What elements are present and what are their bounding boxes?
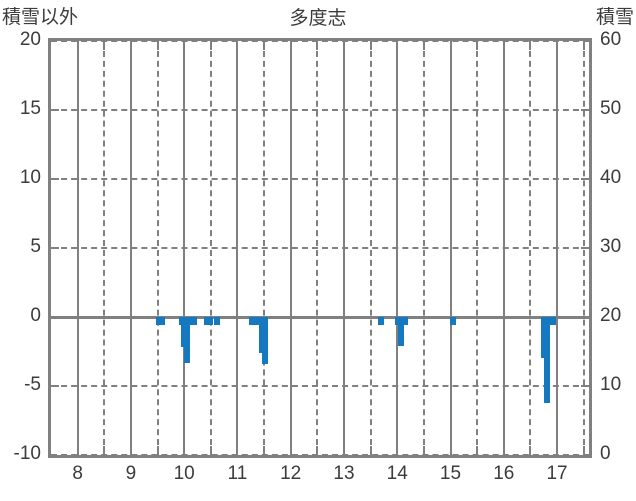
y-axis-tick-mark [581,385,589,387]
y-axis-tick-mark [581,109,589,111]
x-axis-tick-mark [209,41,212,50]
x-axis-tick-label: 10 [173,463,195,484]
x-axis-tick-mark [422,446,425,455]
data-bar [203,317,210,326]
x-axis-tick-mark [476,446,479,455]
y-axis-tick-mark [51,385,59,387]
data-bar [190,317,197,326]
x-axis-tick-mark [156,446,159,455]
x-axis-tick-mark [263,446,266,455]
data-bar [255,317,262,326]
plot-area [48,38,592,458]
data-bar [540,317,547,359]
right-axis-tick-label: 50 [600,98,622,119]
data-bar [249,317,256,326]
right-axis-tick-label: 10 [600,374,622,395]
x-axis-tick-mark [103,41,106,50]
data-bar [158,317,165,326]
x-axis-tick-label: 8 [72,463,83,484]
y-axis-tick-mark [581,316,589,318]
data-bar [378,317,385,326]
x-axis-tick-mark [422,41,425,50]
data-bar [398,317,405,346]
left-axis-tick-label: 5 [30,236,41,257]
x-axis-tick-mark [369,446,372,455]
left-axis-tick-label: 0 [30,305,41,326]
x-axis-tick-label: 16 [493,463,515,484]
data-bar [395,317,402,326]
data-bar [214,317,221,326]
x-axis-tick-mark [263,41,266,50]
data-bar [401,317,408,326]
x-axis-tick-mark [582,41,585,50]
x-axis-tick-mark [529,446,532,455]
right-axis-tick-label: 20 [600,305,622,326]
x-axis-tick-label: 15 [439,463,462,484]
x-axis-tick-mark [316,41,319,50]
y-axis-tick-mark [581,247,589,249]
data-bar [543,317,550,403]
data-bar [262,317,269,364]
x-axis-tick-label: 12 [280,463,302,484]
plot-inner [51,41,589,455]
right-axis-tick-label: 40 [600,167,622,188]
right-axis-unit-label: 積雪 [595,7,634,28]
data-bar [258,317,265,353]
x-axis-tick-mark [209,446,212,455]
x-axis-tick-mark [582,446,585,455]
zero-line [51,316,589,319]
left-axis-tick-label: -10 [13,443,41,464]
x-axis-tick-mark [529,41,532,50]
y-axis-tick-mark [51,178,59,180]
x-axis-tick-label: 9 [125,463,137,484]
left-axis-tick-label: 10 [19,167,41,188]
right-axis-tick-label: 0 [600,443,611,464]
left-axis-tick-label: 15 [19,98,41,119]
horizontal-gridline [51,385,589,387]
horizontal-gridline [51,109,589,111]
y-axis-tick-mark [51,316,59,318]
x-axis-tick-mark [476,41,479,50]
y-axis-tick-mark [51,247,59,249]
data-bar [186,317,193,326]
data-bar [450,317,457,326]
x-axis-tick-label: 11 [227,463,248,484]
right-axis-tick-label: 60 [600,29,622,50]
y-axis-tick-mark [51,109,59,111]
x-axis-tick-label: 13 [333,463,355,484]
left-axis-tick-label: -5 [24,374,41,395]
y-axis-tick-mark [581,178,589,180]
x-axis-tick-mark [369,41,372,50]
chart-title: 多度志 [289,8,347,29]
horizontal-gridline [51,247,589,249]
data-bar [155,317,162,326]
horizontal-gridline [51,41,589,42]
horizontal-gridline [51,454,589,455]
x-axis-tick-mark [316,446,319,455]
left-axis-tick-label: 20 [19,29,41,50]
data-bar [183,317,190,363]
x-axis-tick-mark [156,41,159,50]
x-axis-tick-label: 14 [386,463,408,484]
x-axis-tick-label: 17 [546,463,568,484]
data-bar [206,317,213,326]
data-bar [549,317,556,326]
horizontal-gridline [51,178,589,180]
data-bar [252,317,259,326]
x-axis-tick-mark [103,446,106,455]
right-axis-tick-label: 30 [600,236,622,257]
left-axis-unit-label: 積雪以外 [2,7,79,28]
